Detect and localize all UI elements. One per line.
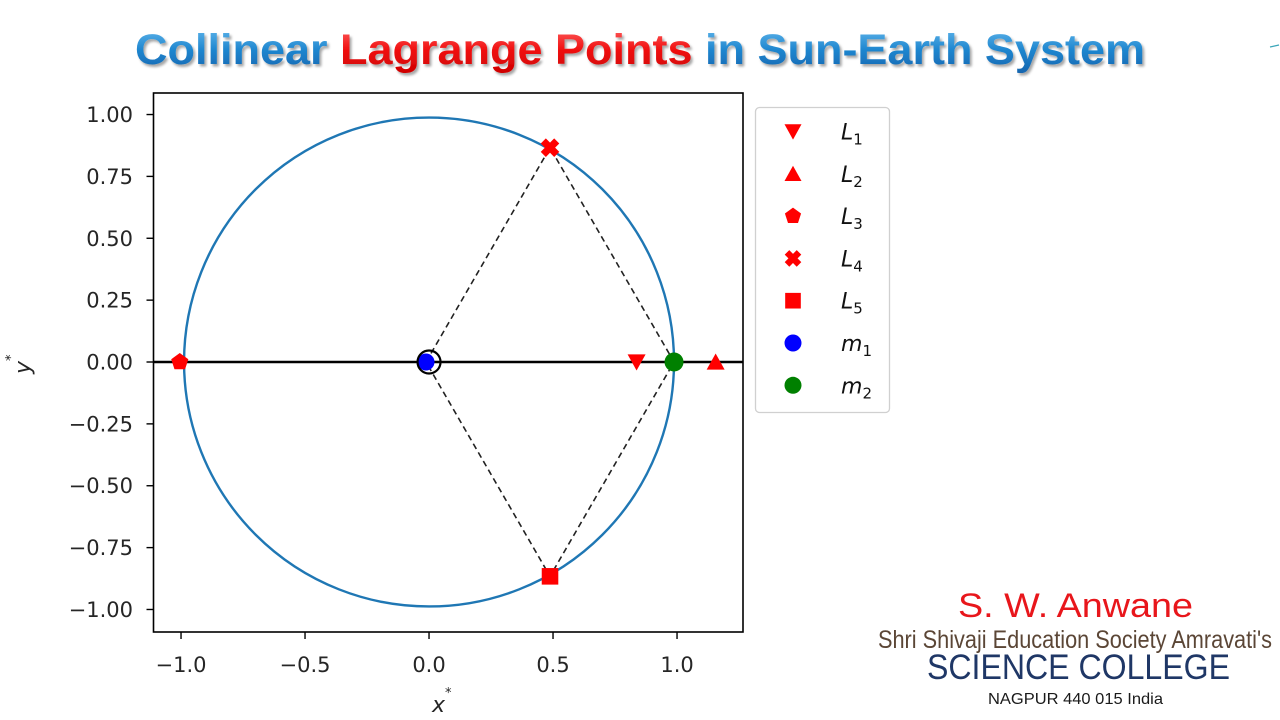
marker-m1 bbox=[417, 353, 435, 371]
legend-marker-l5 bbox=[785, 292, 801, 309]
y-tick-label: 0.00 bbox=[86, 351, 133, 375]
legend-item-m2: m2 bbox=[784, 374, 872, 402]
marker-l3 bbox=[171, 353, 189, 370]
slide-title: Collinear Lagrange Points in Sun-Earth S… bbox=[135, 26, 1145, 74]
legend-label-symbol: m bbox=[841, 374, 862, 399]
origin-ring-marker bbox=[416, 349, 442, 375]
decorative-mark bbox=[1269, 44, 1280, 48]
legend-marker-m1 bbox=[784, 334, 802, 352]
marker-l4 bbox=[540, 138, 560, 157]
x-tick-label: 0.0 bbox=[412, 653, 445, 677]
legend-label: m2 bbox=[841, 374, 872, 402]
x-tick-label: 0.5 bbox=[536, 653, 569, 677]
x-tick-label: −0.5 bbox=[280, 653, 331, 677]
y-axis-label-base: y bbox=[11, 360, 36, 375]
legend-label-subscript: 2 bbox=[862, 384, 872, 402]
chart: −1.0 −0.5 0.0 0.5 1.0 1.00 0.75 0.50 0.25 0.00 −0.… bbox=[4, 92, 891, 718]
legend-label-subscript: 1 bbox=[853, 131, 863, 149]
legend-marker-m2 bbox=[784, 376, 802, 394]
legend-item-l1: L1 bbox=[784, 121, 863, 149]
legend-marker-l2 bbox=[784, 165, 802, 182]
plot-area bbox=[153, 116, 743, 608]
legend-label: L1 bbox=[841, 121, 863, 149]
y-axis-label: y* bbox=[4, 354, 36, 375]
college-name: SCIENCE COLLEGE bbox=[927, 648, 1230, 687]
y-tick-label: 0.75 bbox=[86, 165, 133, 189]
title-part-system: in Sun-Earth System bbox=[692, 26, 1145, 74]
legend-label-symbol: L bbox=[841, 290, 853, 315]
y-tick-label: −0.75 bbox=[69, 536, 133, 560]
legend-label-symbol: L bbox=[841, 205, 853, 230]
footer-credits: S. W. Anwane Shri Shivaji Education Soci… bbox=[878, 587, 1272, 708]
legend-label: L2 bbox=[841, 163, 863, 191]
y-tick-label: −0.25 bbox=[69, 412, 133, 436]
title-part-collinear: Collinear bbox=[135, 26, 340, 74]
x-axis-label-superscript: * bbox=[445, 686, 452, 701]
legend-label: m1 bbox=[841, 332, 872, 360]
legend-marker-l3 bbox=[784, 207, 802, 223]
legend-item-l2: L2 bbox=[784, 163, 863, 191]
legend-label-subscript: 4 bbox=[853, 257, 863, 275]
legend-label-symbol: L bbox=[841, 247, 853, 272]
college-address: NAGPUR 440 015 India bbox=[988, 691, 1163, 708]
legend-label-subscript: 1 bbox=[862, 342, 872, 360]
legend-label-symbol: L bbox=[841, 163, 853, 188]
title-text: Collinear Lagrange Points in Sun-Earth S… bbox=[135, 26, 1145, 74]
legend-marker-l4 bbox=[784, 250, 802, 267]
legend-label-symbol: L bbox=[841, 121, 853, 146]
marker-l1 bbox=[627, 354, 646, 371]
title-part-lagrange-points: Lagrange Points bbox=[340, 26, 692, 74]
x-tick-label: −1.0 bbox=[156, 653, 207, 677]
legend-item-l5: L5 bbox=[785, 290, 863, 318]
y-tick-label: 1.00 bbox=[86, 103, 133, 127]
marker-l2 bbox=[706, 353, 725, 370]
legend-label-subscript: 3 bbox=[853, 215, 863, 233]
marker-m2 bbox=[664, 352, 684, 372]
legend-label-subscript: 5 bbox=[853, 300, 863, 318]
y-tick-label: −1.00 bbox=[69, 598, 133, 622]
legend-label-subscript: 2 bbox=[853, 173, 863, 191]
y-tick-label: −0.50 bbox=[69, 474, 133, 498]
y-tick-label: 0.25 bbox=[86, 289, 133, 313]
legend-label: L3 bbox=[841, 205, 863, 233]
x-axis: −1.0 −0.5 0.0 0.5 1.0 bbox=[156, 632, 694, 677]
legend-frame bbox=[754, 106, 891, 414]
y-axis: 1.00 0.75 0.50 0.25 0.00 −0.25 −0.50 −0.75 −1.00 bbox=[69, 103, 154, 622]
legend-item-l3: L3 bbox=[784, 205, 863, 233]
author-name: S. W. Anwane bbox=[958, 587, 1193, 625]
legend-label: L4 bbox=[841, 247, 863, 275]
legend-item-m1: m1 bbox=[784, 332, 872, 360]
x-tick-label: 1.0 bbox=[660, 653, 693, 677]
legend-label: L5 bbox=[841, 290, 863, 318]
x-axis-label: x* bbox=[431, 686, 452, 718]
legend-label-symbol: m bbox=[841, 332, 862, 357]
marker-l5 bbox=[541, 568, 559, 585]
y-tick-label: 0.50 bbox=[86, 227, 133, 251]
legend-item-l4: L4 bbox=[784, 247, 863, 275]
x-axis-label-base: x bbox=[431, 693, 446, 718]
y-axis-label-superscript: * bbox=[4, 354, 19, 361]
society-name: Shri Shivaji Education Society Amravati'… bbox=[878, 626, 1272, 654]
legend-marker-l1 bbox=[784, 124, 802, 140]
